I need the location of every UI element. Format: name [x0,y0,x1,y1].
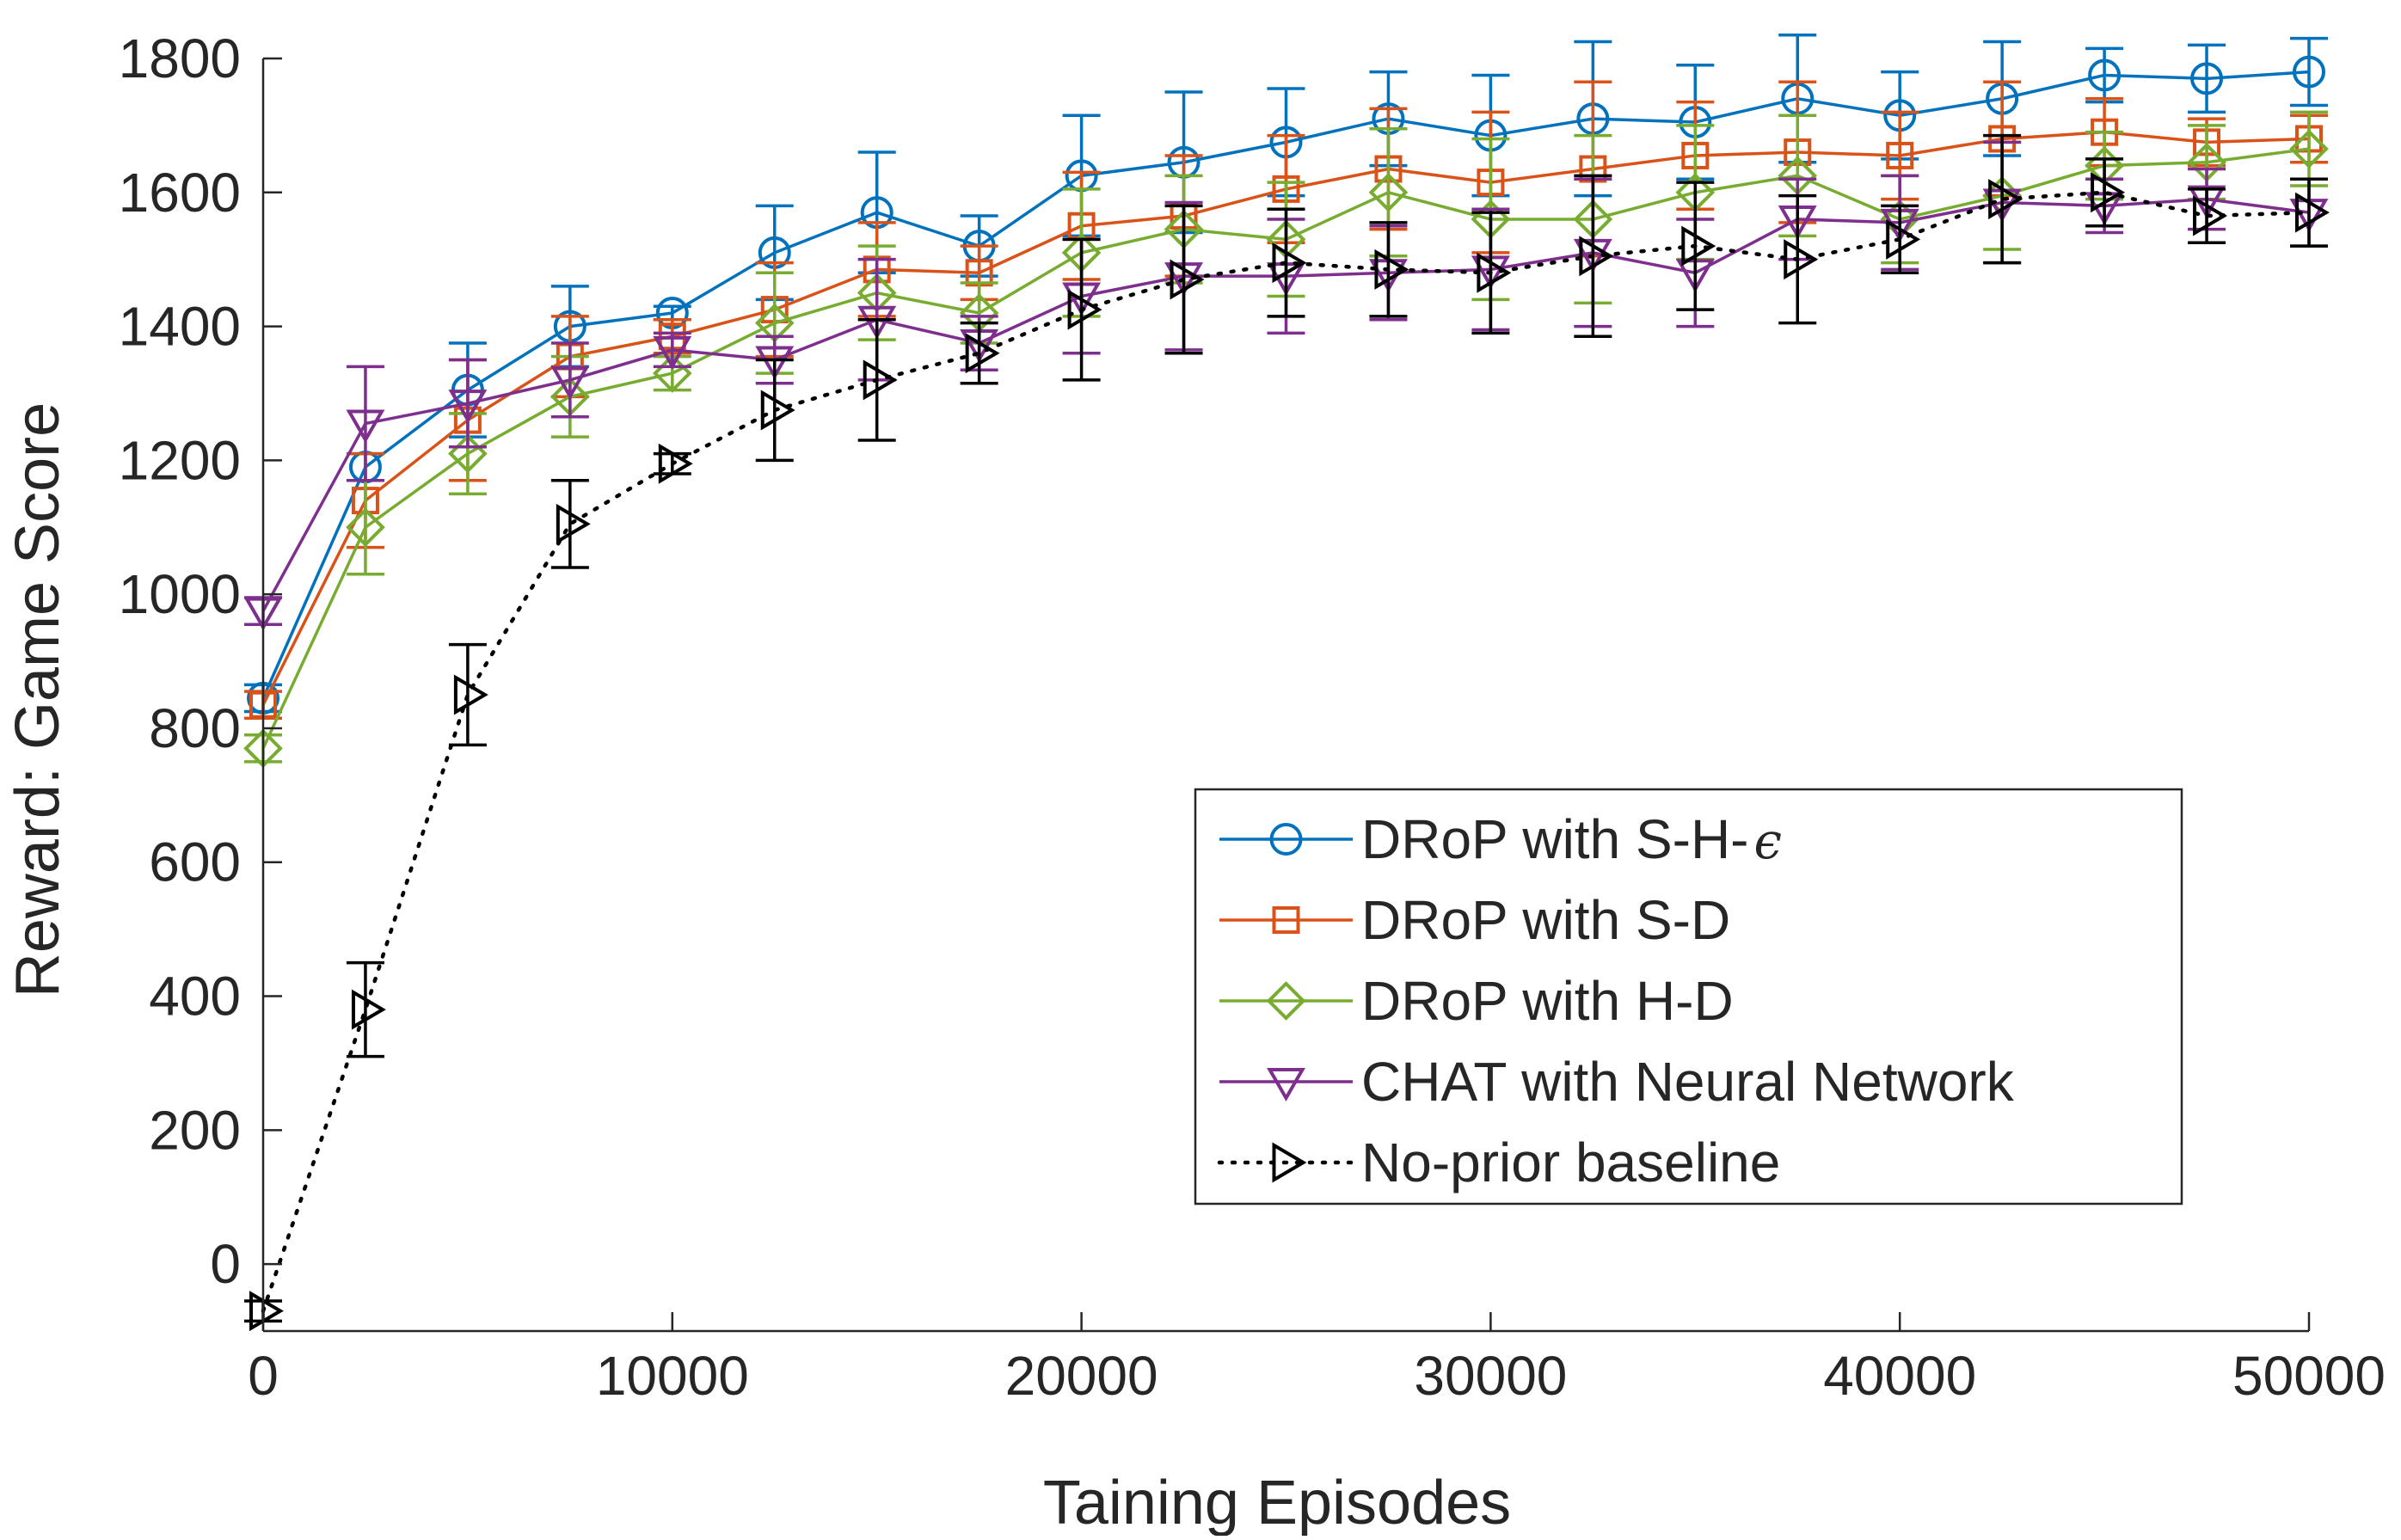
data-point [1784,239,1819,280]
data-point [1886,141,1914,169]
plot-area [243,33,2330,1332]
error-bar [346,960,384,1058]
data-point [1681,225,1716,267]
x-tick-label: 40000 [1823,1345,1976,1407]
x-tick-label: 10000 [596,1345,749,1407]
error-bar [2290,177,2328,248]
data-point [1170,259,1205,300]
data-point [346,409,385,444]
legend-swatch-marker [1266,981,1306,1021]
data-point [1579,236,1614,277]
error-bar [1267,207,1305,318]
legend: DRoP with S-H-ϵ DRoP with S-D DRoP with H-… [1194,788,2183,1206]
x-tick-label: 30000 [1414,1345,1567,1407]
error-bar [960,321,998,385]
error-bar [1881,204,1919,275]
y-tick-label: 1400 [119,296,241,358]
legend-label: DRoP with S-H-ϵ [1361,808,1782,870]
data-point [1477,252,1512,293]
legend-swatch-marker [1272,906,1300,934]
y-tick-label: 1000 [119,563,241,625]
x-axis-title: Taining Episodes [1043,1469,1511,1536]
error-bar [2290,36,2328,107]
data-point [1886,218,1921,260]
y-tick-label: 400 [149,966,241,1028]
data-point [2190,62,2224,95]
error-bar [2188,43,2226,114]
error-bar [1062,237,1101,382]
error-bar [1369,221,1408,318]
data-point [556,503,591,544]
data-point [658,443,693,484]
data-point [351,989,386,1030]
error-bar [448,642,487,747]
legend-item-4: CHAT with Neural Network [1219,1051,2015,1113]
data-point [448,390,488,424]
error-bar [550,341,589,419]
data-point [550,365,590,400]
error-bar [1164,204,1203,355]
error-bar [1574,174,1612,339]
axes: 0 10000 20000 30000 40000 50000 0 200 400 600 800 1… [119,28,2386,1407]
legend-label: No-prior baseline [1361,1132,1780,1193]
data-point [2193,195,2227,236]
error-bar [1471,211,1510,335]
legend-swatch-marker [1272,1142,1307,1183]
data-point [965,333,1000,374]
error-bar [448,358,487,449]
legend-item-5: No-prior baseline [1217,1132,1780,1193]
legend-swatch-marker [1267,1068,1305,1102]
y-tick-label: 0 [210,1233,241,1295]
x-tick-label: 20000 [1005,1345,1158,1407]
x-tick-label: 0 [248,1345,279,1407]
error-bar [550,478,589,569]
error-bar [1983,133,2022,265]
data-point [653,335,692,370]
data-point [760,390,795,431]
data-point [863,359,898,401]
data-point [755,346,795,380]
x-tick-label: 50000 [2232,1345,2386,1407]
error-bar [2188,187,2226,244]
legend-label: DRoP with H-D [1361,970,1734,1032]
data-point [249,1291,284,1332]
data-point [2295,192,2330,233]
series-5 [244,133,2330,1332]
data-point [2289,129,2329,169]
data-point [1988,179,2023,220]
y-tick-label: 1600 [119,162,241,224]
data-point [1368,172,1409,212]
y-tick-label: 800 [149,697,241,759]
y-tick-label: 200 [149,1099,241,1161]
data-point [2293,55,2325,89]
data-point [1374,248,1409,290]
error-bar [857,318,896,442]
legend-item-2: DRoP with S-D [1219,889,1730,951]
data-point [1272,242,1307,284]
error-bar [2085,157,2124,228]
y-tick-label: 1200 [119,429,241,491]
y-axis-title: Reward: Game Score [3,402,72,997]
data-point [2091,172,2126,213]
data-point [453,674,488,715]
legend-label: DRoP with S-D [1361,889,1730,951]
data-point [857,305,897,340]
legend-label: CHAT with Neural Network [1361,1051,2015,1113]
data-point [2088,58,2122,92]
data-point [1067,289,1102,330]
legend-item-1: DRoP with S-H-ϵ [1219,808,1782,870]
data-point [346,507,385,548]
error-bar [755,358,794,463]
error-bar [1778,193,1817,325]
legend-item-3: DRoP with H-D [1219,970,1734,1032]
legend-swatch-marker [1269,823,1303,856]
y-tick-label: 600 [149,831,241,893]
y-tick-label: 1800 [119,28,241,89]
error-bar [346,365,384,482]
error-bar [1676,181,1715,311]
legend-box [1194,788,2183,1206]
